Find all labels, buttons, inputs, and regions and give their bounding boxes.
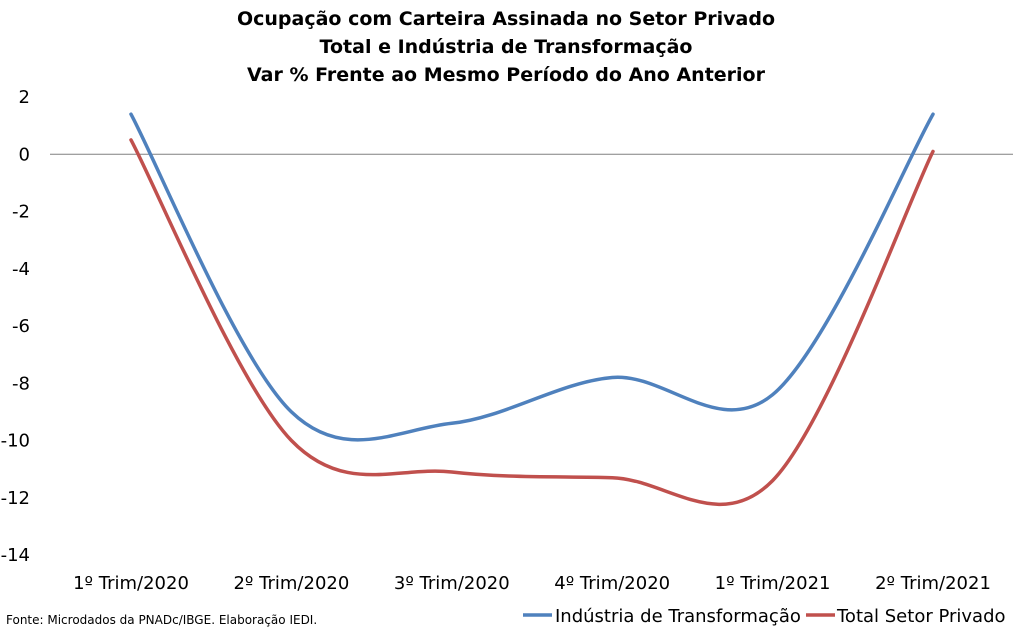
x-tick-label: 1º Trim/2021 [715, 573, 831, 594]
chart-title-line-1: Ocupação com Carteira Assinada no Setor … [237, 8, 775, 30]
series-line-1 [129, 138, 935, 507]
y-axis: 2 0 -2 -4 -6 -8 -10 -12 -14 [1, 87, 30, 566]
x-tick-label: 2º Trim/2020 [233, 573, 349, 594]
x-axis: 1º Trim/2020 2º Trim/2020 3º Trim/2020 4º T… [73, 573, 991, 594]
y-tick-label: 2 [19, 87, 30, 108]
y-tick-label: -14 [1, 545, 30, 566]
source-note: Fonte: Microdados da PNADc/IBGE. Elabora… [6, 613, 317, 627]
legend-label: Total Setor Privado [836, 606, 1006, 627]
y-tick-label: -8 [12, 373, 30, 394]
y-tick-label: -10 [1, 431, 30, 452]
y-tick-label: 0 [19, 144, 30, 165]
series-line-0 [129, 112, 935, 442]
y-tick-label: -6 [12, 316, 30, 337]
x-tick-label: 3º Trim/2020 [394, 573, 510, 594]
chart-title: Ocupação com Carteira Assinada no Setor … [237, 8, 775, 86]
legend-label: Indústria de Transformação [555, 606, 801, 627]
x-tick-label: 1º Trim/2020 [73, 573, 189, 594]
x-tick-label: 2º Trim/2021 [875, 573, 991, 594]
y-tick-label: -12 [1, 488, 30, 509]
series-lines [129, 112, 935, 507]
legend: Indústria de Transformação Total Setor Pr… [523, 606, 1006, 627]
x-tick-label: 4º Trim/2020 [554, 573, 670, 594]
y-tick-label: -2 [12, 202, 30, 223]
y-tick-label: -4 [12, 259, 30, 280]
chart-title-line-3: Var % Frente ao Mesmo Período do Ano Ant… [247, 64, 766, 86]
chart-title-line-2: Total e Indústria de Transformação [320, 36, 693, 58]
